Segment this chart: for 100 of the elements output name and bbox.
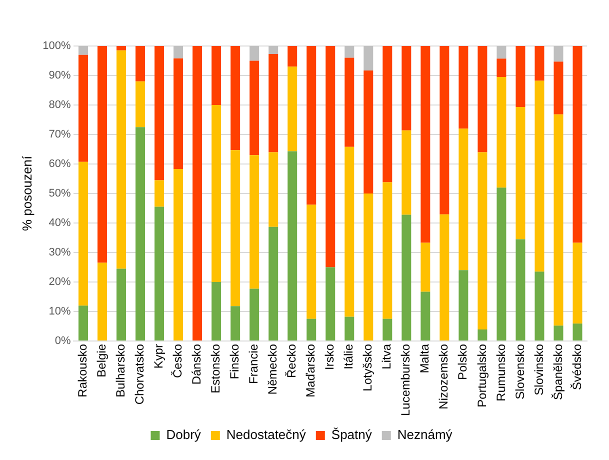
bar bbox=[250, 60, 260, 156]
x-tick-label: Rakousko bbox=[76, 344, 90, 398]
x-tick-label: Bulharsko bbox=[114, 344, 128, 398]
x-tick-label: Rumunsko bbox=[494, 344, 508, 402]
bar bbox=[478, 329, 488, 340]
bar bbox=[364, 46, 374, 70]
bar bbox=[344, 146, 354, 317]
bar bbox=[306, 204, 316, 319]
bar bbox=[496, 76, 506, 188]
bar bbox=[420, 46, 430, 243]
x-tick-label: Polsko bbox=[456, 344, 470, 380]
x-tick-label: Slovinsko bbox=[532, 344, 546, 396]
bar bbox=[268, 226, 278, 340]
bar bbox=[478, 152, 488, 330]
bar bbox=[326, 46, 336, 268]
y-tick-label: 0% bbox=[54, 334, 71, 347]
bar bbox=[364, 70, 374, 194]
x-tick-label: Nizozemsko bbox=[436, 344, 451, 410]
bar bbox=[534, 80, 544, 272]
bar bbox=[97, 262, 107, 340]
bar bbox=[440, 46, 450, 214]
bar bbox=[116, 46, 126, 50]
bar bbox=[230, 46, 240, 150]
bar bbox=[174, 58, 184, 169]
bar bbox=[326, 267, 336, 340]
bar bbox=[402, 130, 412, 215]
bar bbox=[344, 58, 354, 147]
bar bbox=[230, 306, 240, 340]
bar bbox=[420, 292, 430, 340]
bar bbox=[154, 46, 164, 180]
bar bbox=[212, 104, 222, 282]
bar bbox=[250, 288, 260, 340]
bar bbox=[554, 326, 564, 340]
bar bbox=[440, 214, 450, 340]
bar bbox=[136, 46, 146, 82]
bar bbox=[344, 316, 354, 340]
legend-label: Špatný bbox=[331, 427, 372, 442]
bar bbox=[78, 46, 88, 55]
x-tick-label: Kypr bbox=[152, 344, 166, 369]
bar bbox=[78, 54, 88, 162]
bar bbox=[268, 152, 278, 227]
bar bbox=[230, 150, 240, 306]
bar bbox=[458, 128, 468, 270]
bar bbox=[97, 46, 107, 263]
y-tick-label: 10% bbox=[48, 306, 71, 318]
x-tick-label: Estonsko bbox=[208, 344, 223, 394]
x-tick-label: Slovensko bbox=[512, 344, 527, 400]
bar bbox=[496, 58, 506, 77]
bar bbox=[516, 239, 526, 340]
bar bbox=[458, 270, 468, 340]
bar bbox=[534, 272, 544, 340]
bar bbox=[136, 81, 146, 128]
bar bbox=[402, 46, 412, 130]
x-tick-label: Litva bbox=[380, 344, 394, 370]
bar bbox=[154, 206, 164, 340]
bar bbox=[154, 180, 164, 207]
bar bbox=[572, 242, 582, 324]
x-tick-label: Dánsko bbox=[190, 344, 204, 385]
x-tick-label: Malta bbox=[418, 344, 432, 374]
x-tick-label: Česko bbox=[170, 344, 185, 378]
bar bbox=[78, 306, 88, 340]
bar bbox=[478, 46, 488, 152]
x-tick-label: Itálie bbox=[342, 344, 356, 370]
bar bbox=[306, 46, 316, 205]
bar bbox=[554, 46, 564, 62]
bar bbox=[212, 282, 222, 340]
x-tick-label: Lucembursko bbox=[398, 344, 413, 416]
bar bbox=[306, 318, 316, 340]
bar bbox=[516, 107, 526, 240]
y-tick-label: 60% bbox=[48, 158, 71, 170]
bar bbox=[288, 151, 298, 340]
bar bbox=[534, 46, 544, 81]
bar bbox=[364, 193, 374, 340]
bar bbox=[420, 242, 430, 292]
bar bbox=[496, 46, 506, 59]
bar bbox=[458, 46, 468, 129]
bar bbox=[288, 46, 298, 67]
bar bbox=[268, 54, 278, 152]
y-tick-label: 30% bbox=[48, 246, 71, 259]
x-tick-label: Španělsko bbox=[550, 344, 565, 400]
x-tick-label: Německo bbox=[266, 344, 280, 395]
bar bbox=[192, 46, 202, 340]
bar bbox=[174, 169, 184, 340]
y-tick-label: 50% bbox=[48, 188, 71, 200]
x-tick-label: Chorvatsko bbox=[132, 344, 147, 405]
legend-label: Dobrý bbox=[166, 427, 202, 442]
y-axis-title: % posouzení bbox=[19, 156, 34, 232]
bar bbox=[78, 162, 88, 306]
bar bbox=[288, 66, 298, 152]
bar bbox=[402, 214, 412, 340]
y-tick-label: 20% bbox=[48, 276, 71, 288]
bar bbox=[136, 127, 146, 340]
bar bbox=[572, 46, 582, 243]
x-tick-label: Finsko bbox=[228, 344, 242, 380]
bar bbox=[382, 182, 392, 319]
bar bbox=[554, 114, 564, 326]
bar bbox=[382, 46, 392, 182]
legend-label: Neznámý bbox=[397, 427, 453, 442]
x-tick-label: Řecko bbox=[284, 344, 299, 378]
bar bbox=[250, 155, 260, 289]
